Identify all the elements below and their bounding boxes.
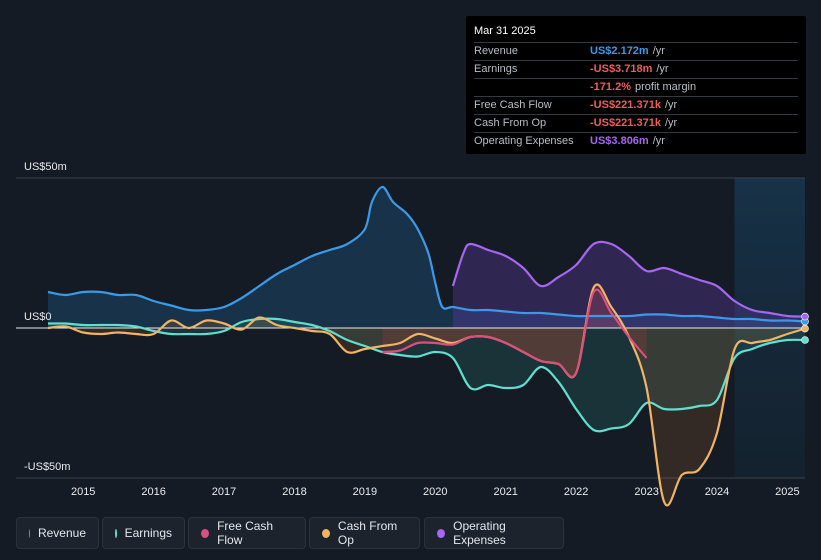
revenue-dot-icon <box>29 528 30 538</box>
tooltip-label: Operating Expenses <box>474 135 574 147</box>
legend-operating-expenses[interactable]: Operating Expenses <box>424 517 564 549</box>
tooltip-row-revenue: Revenue US$2.172m /yr <box>474 43 798 61</box>
tooltip-row-free-cash-flow: Free Cash Flow -US$221.371k /yr <box>474 97 798 115</box>
tooltip-label: Cash From Op <box>474 117 547 129</box>
legend-label: Cash From Op <box>337 519 398 547</box>
revenue-area <box>48 187 805 328</box>
earnings-area <box>48 318 805 432</box>
tooltip-row-profit-margin: -171.2% profit margin <box>474 79 798 97</box>
free-cash-flow-line <box>382 288 648 379</box>
earnings-line <box>47 317 806 433</box>
tooltip-row-operating-expenses: Operating Expenses US$3.806m /yr <box>474 133 798 150</box>
tooltip-unit: /yr <box>664 99 678 111</box>
legend-label: Operating Expenses <box>453 519 506 547</box>
tooltip-label: Free Cash Flow <box>474 99 552 111</box>
tooltip-label: Earnings <box>474 63 518 75</box>
legend-free-cash-flow[interactable]: Free Cash Flow <box>188 517 306 549</box>
x-tick-label: 2017 <box>212 486 236 498</box>
tooltip-unit: profit margin <box>634 81 697 93</box>
x-tick-label: 2015 <box>71 486 95 498</box>
operating-expenses-area <box>452 241 805 328</box>
tooltip-value: -US$3.718m <box>590 63 653 75</box>
legend-earnings[interactable]: Earnings <box>102 517 185 549</box>
x-tick-label: 2022 <box>564 486 588 498</box>
tooltip-unit: /yr <box>664 117 678 129</box>
tooltip-row-cash-from-op: Cash From Op -US$221.371k /yr <box>474 115 798 133</box>
y-tick-bottom: -US$50m <box>24 461 71 473</box>
cash-from-op-endpoint <box>801 324 809 333</box>
tooltip-value: -US$221.371k <box>590 99 661 111</box>
tooltip-unit: /yr <box>656 63 669 75</box>
legend-label: Revenue <box>37 526 86 540</box>
tooltip-value: -171.2% <box>590 81 631 93</box>
x-tick-label: 2023 <box>634 486 658 498</box>
earnings-endpoint <box>801 336 809 344</box>
cash-from-op-line <box>47 283 806 507</box>
earnings-dot-icon <box>115 528 117 538</box>
y-tick-top: US$50m <box>24 161 67 173</box>
free-cash-flow-dot-icon <box>201 528 210 538</box>
x-tick-label: 2024 <box>705 486 729 498</box>
operating-expenses-endpoint <box>801 312 809 321</box>
revenue-line <box>47 185 806 323</box>
legend-label: Free Cash Flow <box>217 519 274 547</box>
legend-label: Earnings <box>124 526 172 540</box>
tooltip-value: US$2.172m <box>590 45 649 57</box>
x-tick-label: 2021 <box>493 486 517 498</box>
operating-expenses-dot-icon <box>437 528 446 538</box>
x-tick-label: 2019 <box>353 486 377 498</box>
tooltip-value: US$3.806m <box>590 135 649 147</box>
tooltip-value: -US$221.371k <box>590 117 661 129</box>
x-tick-label: 2016 <box>141 486 165 498</box>
x-tick-label: 2025 <box>775 486 799 498</box>
cash-from-op-area <box>48 284 805 506</box>
tooltip-unit: /yr <box>652 135 665 147</box>
cash-from-op-dot-icon <box>322 528 330 538</box>
y-tick-zero: US$0 <box>24 311 52 323</box>
operating-expenses-line <box>451 240 806 318</box>
x-tick-label: 2020 <box>423 486 447 498</box>
x-tick-label: 2018 <box>282 486 306 498</box>
legend-cash-from-op[interactable]: Cash From Op <box>309 517 420 549</box>
tooltip-label: Revenue <box>474 45 519 57</box>
tooltip-row-earnings: Earnings -US$3.718m /yr <box>474 61 798 79</box>
data-tooltip: Mar 31 2025 Revenue US$2.172m /yr Earnin… <box>466 16 806 154</box>
tooltip-date: Mar 31 2025 <box>474 24 798 43</box>
legend-revenue[interactable]: Revenue <box>16 517 99 549</box>
tooltip-label <box>474 79 590 96</box>
tooltip-unit: /yr <box>652 45 665 57</box>
